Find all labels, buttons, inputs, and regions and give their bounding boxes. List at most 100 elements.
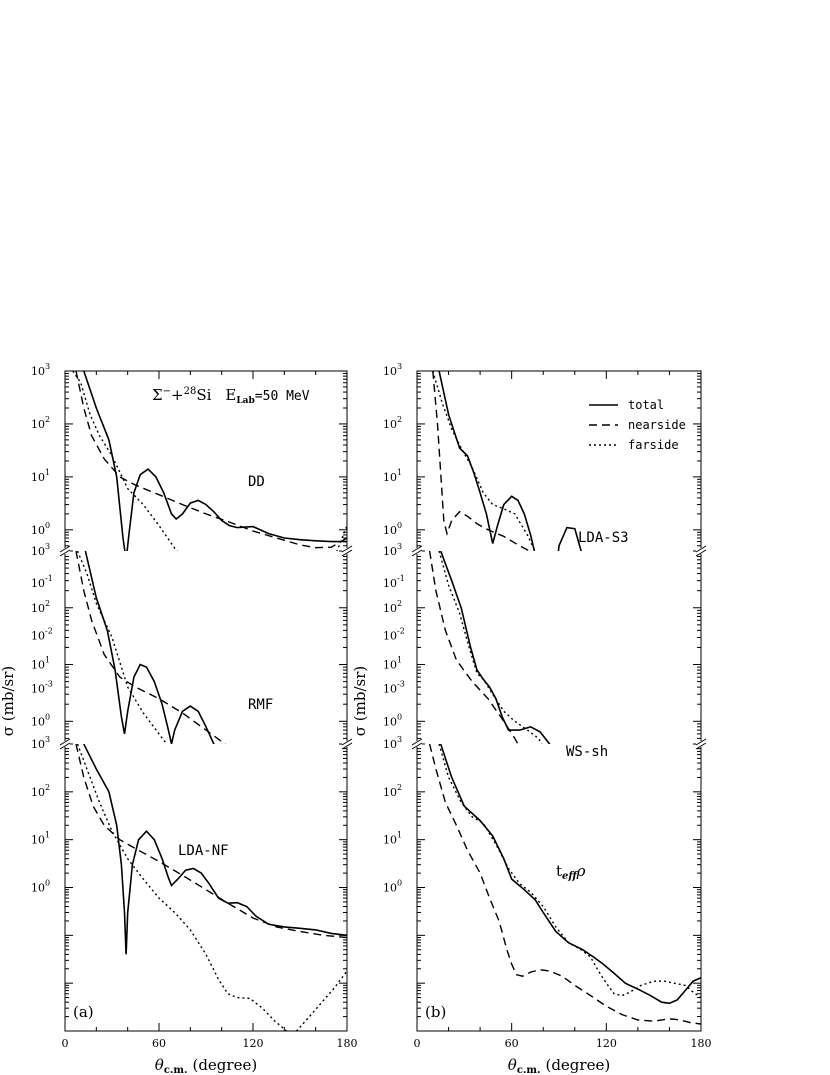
y-tick-exponent: 1 (45, 656, 50, 665)
y-tick-base: 10 (383, 602, 397, 615)
plot-frame (64, 370, 348, 1032)
y-tick-label: 10 (383, 365, 397, 378)
panel-label-a: (a) (73, 1003, 94, 1021)
y-tick-base: 10 (31, 834, 45, 847)
y-tick-exponent: 2 (45, 415, 50, 424)
y-tick-exponent: 0 (45, 521, 50, 530)
axis-break-mark (411, 742, 423, 750)
y-tick-base: 10 (383, 418, 397, 431)
y-tick-label: 10 (31, 683, 45, 696)
y-tick-exponent: 3 (397, 542, 402, 551)
title-mass: 28 (184, 386, 197, 397)
y-tick-label: 10 (31, 630, 45, 643)
y-axis-label: σ (mb/sr) (0, 666, 17, 736)
y-tick-label: 10 (31, 545, 45, 558)
x-axis-label: θc.m. (degree) (155, 1056, 257, 1075)
axis-break-gap (60, 548, 70, 554)
y-tick-base: 10 (31, 715, 45, 728)
y-tick-base: 10 (31, 630, 45, 643)
y-tick-exponent: 1 (397, 468, 402, 477)
x-axis-unit: (degree) (545, 1056, 610, 1074)
y-tick-base: 10 (31, 577, 45, 590)
series-farside (76, 744, 347, 1031)
y-tick-exponent: -2 (45, 627, 53, 636)
y-tick-base: 10 (383, 545, 397, 558)
y-tick-base: 10 (383, 630, 397, 643)
y-tick-label: 10 (31, 418, 45, 431)
axis-break-mark (59, 742, 71, 750)
title-plus: + (171, 386, 184, 404)
axis-break-mark (59, 549, 71, 557)
y-tick-label: 10 (383, 471, 397, 484)
y-tick-exponent: 1 (397, 831, 402, 840)
y-tick-label: 10 (31, 577, 45, 590)
y-tick-exponent: 2 (45, 783, 50, 792)
title-energy-sub: Lab (236, 396, 254, 406)
y-tick-exponent: -2 (397, 627, 405, 636)
y-tick-base: 10 (31, 882, 45, 895)
y-tick-label: 10 (31, 659, 45, 672)
y-tick-exponent: 0 (397, 879, 402, 888)
axis-break-mark (695, 549, 707, 557)
axis-break-mark (341, 545, 353, 553)
y-tick-base: 10 (383, 577, 397, 590)
series-nearside (428, 744, 701, 1025)
x-axis-sub: c.m. (164, 1065, 188, 1075)
x-tick-label: 180 (691, 1037, 712, 1050)
y-tick-base: 10 (31, 683, 45, 696)
series-nearside (75, 551, 227, 744)
y-tick-base: 10 (31, 365, 45, 378)
y-tick-base: 10 (31, 418, 45, 431)
y-tick-exponent: 0 (397, 712, 402, 721)
panel-label-b: (b) (425, 1003, 446, 1021)
y-tick-label: 10 (383, 602, 397, 615)
y-tick-label: 10 (383, 418, 397, 431)
y-tick-base: 10 (383, 786, 397, 799)
title-sigma: Σ (152, 386, 163, 404)
axis-break-mark (59, 545, 71, 553)
y-tick-label: 10 (31, 715, 45, 728)
x-tick-label: 180 (337, 1037, 358, 1050)
y-tick-exponent: 0 (397, 521, 402, 530)
y-tick-exponent: -1 (45, 574, 53, 583)
y-tick-label: 10 (31, 882, 45, 895)
plot-frame (416, 370, 702, 1032)
axis-break-gap (342, 741, 352, 747)
y-tick-label: 10 (383, 524, 397, 537)
label-teff-rho-symbol: ρ (576, 862, 586, 880)
series-total (83, 371, 347, 551)
label-teff-sub: eff (562, 871, 578, 882)
x-tick-label: 120 (243, 1037, 264, 1050)
y-tick-exponent: 3 (397, 735, 402, 744)
y-tick-label: 10 (383, 738, 397, 751)
y-tick-exponent: 3 (45, 542, 50, 551)
y-tick-label: 10 (383, 882, 397, 895)
legend-label-total: total (628, 398, 664, 412)
legend: total nearside farside (589, 398, 686, 452)
title-energy-value: =50 MeV (255, 389, 310, 404)
y-tick-base: 10 (383, 683, 397, 696)
y-tick-base: 10 (31, 545, 45, 558)
y-tick-exponent: 0 (45, 879, 50, 888)
y-tick-base: 10 (383, 715, 397, 728)
y-tick-base: 10 (31, 659, 45, 672)
axis-break-mark (341, 738, 353, 746)
series-total (439, 551, 551, 744)
axis-break-mark (695, 738, 707, 746)
y-tick-label: 10 (383, 683, 397, 696)
y-tick-base: 10 (31, 471, 45, 484)
series-total (84, 551, 215, 744)
y-tick-label: 10 (383, 786, 397, 799)
axis-break-gap (60, 741, 70, 747)
axis-break-gap (412, 548, 422, 554)
x-axis-sub: c.m. (517, 1065, 541, 1075)
y-tick-label: 10 (31, 738, 45, 751)
x-tick-label: 0 (414, 1037, 421, 1050)
